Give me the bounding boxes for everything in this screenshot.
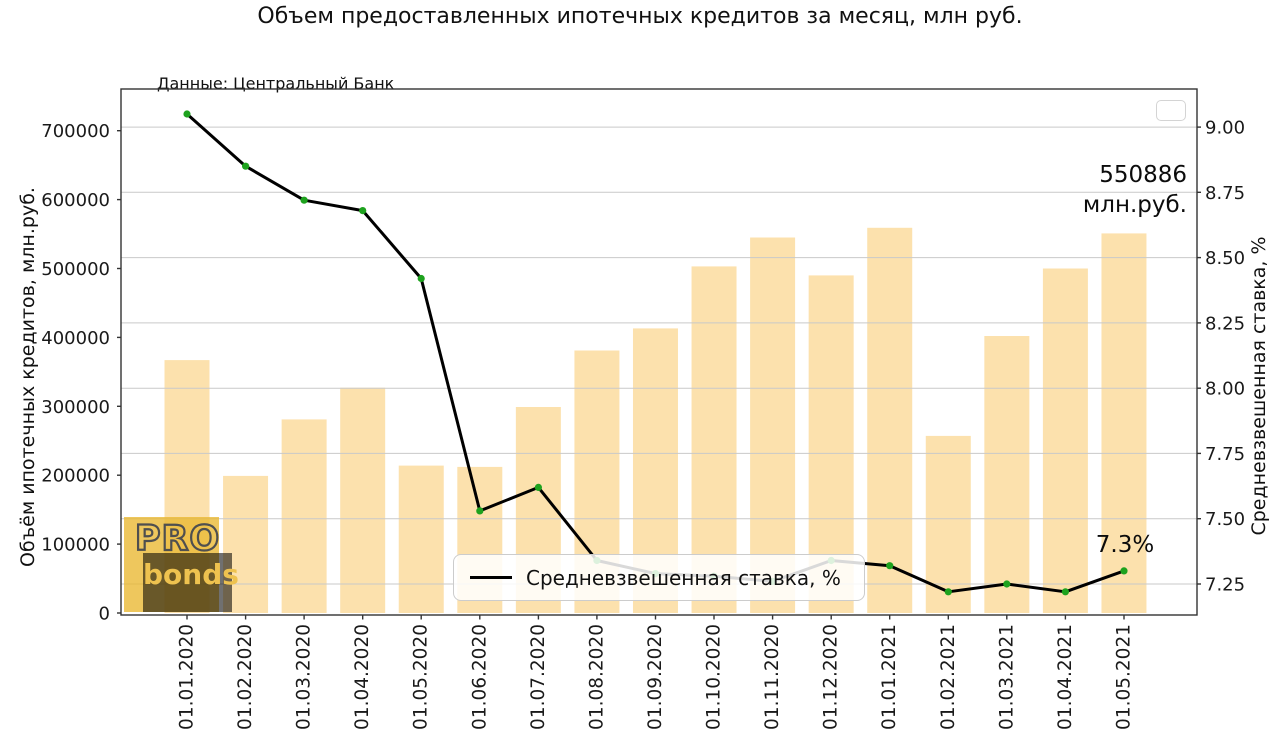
probonds-logo-gray-box: [143, 553, 232, 612]
x-tick-label-01.06.2020: 01.06.2020: [469, 624, 490, 730]
left-tick-label: 400000: [41, 328, 110, 349]
rate-marker-01.02.2020: [242, 162, 250, 170]
x-tick-label-01.05.2020: 01.05.2020: [411, 624, 432, 730]
data-source-note: Данные: Центральный Банк: [157, 74, 395, 93]
bar-01.05.2020: [398, 465, 444, 613]
rate-marker-01.03.2021: [1003, 580, 1011, 588]
last-bar-value-annotation: 550886 млн.руб.: [887, 160, 1187, 220]
annotation-volume-unit: млн.руб.: [1082, 192, 1187, 218]
x-tick-label-01.12.2020: 01.12.2020: [821, 624, 842, 730]
right-tick-label: 7.50: [1205, 509, 1245, 530]
rate-marker-01.03.2020: [300, 196, 308, 204]
rate-marker-01.01.2020: [183, 110, 191, 118]
left-tick-label: 100000: [41, 535, 110, 556]
x-tick-label-01.10.2020: 01.10.2020: [704, 624, 725, 730]
rate-marker-01.01.2021: [886, 562, 894, 570]
rate-marker-01.05.2020: [417, 274, 425, 283]
left-tick-label: 200000: [41, 466, 110, 487]
rate-marker-01.04.2020: [359, 207, 367, 215]
bar-01.04.2021: [1042, 268, 1088, 613]
rate-marker-01.06.2020: [476, 507, 484, 515]
legend-line-sample: [470, 576, 512, 579]
right-tick-label: 7.25: [1205, 575, 1245, 596]
x-tick-label-01.02.2020: 01.02.2020: [235, 624, 256, 730]
x-tick-label-01.04.2020: 01.04.2020: [352, 624, 373, 730]
right-tick-label: 8.50: [1205, 248, 1245, 269]
bar-01.03.2020: [281, 419, 327, 613]
x-tick-label-01.01.2020: 01.01.2020: [177, 624, 198, 730]
empty-bar-legend-box: [1156, 100, 1186, 121]
legend-label: Средневзвешенная ставка, %: [526, 565, 841, 590]
chart-title: Объем предоставленных ипотечных кредитов…: [257, 4, 1023, 29]
x-tick-label-01.03.2020: 01.03.2020: [294, 624, 315, 730]
x-tick-label-01.02.2021: 01.02.2021: [938, 624, 959, 730]
rate-marker-01.04.2021: [1061, 588, 1069, 596]
bar-01.03.2021: [984, 336, 1030, 613]
x-tick-label-01.08.2020: 01.08.2020: [586, 624, 607, 730]
x-tick-label-01.01.2021: 01.01.2021: [879, 624, 900, 730]
right-tick-label: 8.25: [1205, 313, 1245, 334]
right-tick-label: 7.75: [1205, 444, 1245, 465]
right-tick-label: 9.00: [1205, 118, 1245, 139]
left-tick-label: 700000: [41, 121, 110, 142]
x-tick-label-01.09.2020: 01.09.2020: [645, 624, 666, 730]
rate-marker-01.05.2021: [1120, 567, 1128, 575]
x-tick-label-01.07.2020: 01.07.2020: [528, 624, 549, 730]
axes-frame: [120, 88, 1198, 616]
annotation-volume-value: 550886: [1099, 162, 1187, 188]
rate-legend: Средневзвешенная ставка, %: [453, 554, 865, 601]
probonds-logo-bonds-text: bonds: [143, 558, 239, 591]
bar-01.02.2021: [925, 435, 971, 613]
probonds-logo-pro-text: PRO: [134, 518, 221, 560]
x-tick-label-01.11.2020: 01.11.2020: [762, 624, 783, 730]
left-tick-label: 600000: [41, 190, 110, 211]
x-tick-label-01.03.2021: 01.03.2021: [996, 624, 1017, 730]
last-rate-annotation: 7.3%: [1095, 532, 1155, 558]
right-tick-label: 8.75: [1205, 183, 1245, 204]
left-tick-label: 300000: [41, 397, 110, 418]
bar-01.11.2020: [750, 237, 796, 613]
bar-01.01.2021: [867, 227, 913, 614]
bar-01.04.2020: [340, 387, 386, 613]
left-tick-label: 500000: [41, 259, 110, 280]
x-tick-label-01.05.2021: 01.05.2021: [1114, 624, 1135, 730]
bar-01.05.2021: [1101, 233, 1147, 613]
rate-marker-01.02.2021: [944, 588, 952, 596]
right-tick-label: 8.00: [1205, 379, 1245, 400]
left-tick-label: 0: [99, 604, 110, 625]
rate-marker-01.07.2020: [534, 483, 543, 491]
x-tick-label-01.04.2021: 01.04.2021: [1055, 624, 1076, 730]
